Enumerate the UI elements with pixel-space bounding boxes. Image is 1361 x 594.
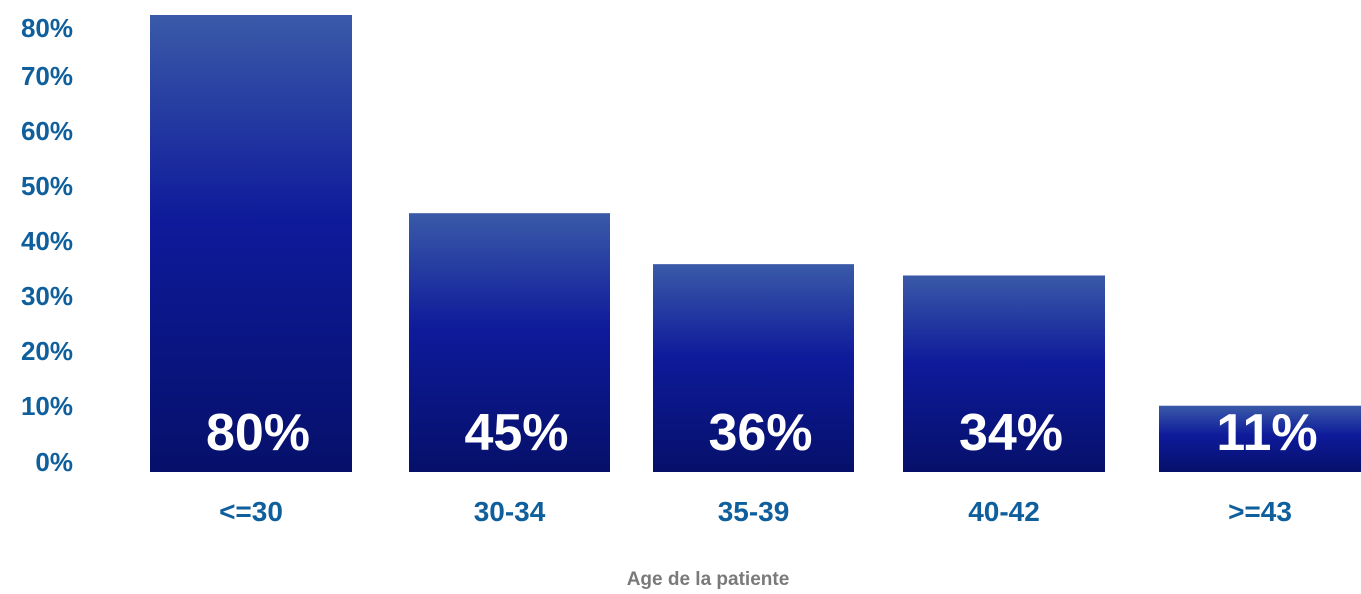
y-axis-ticks: 0% 10% 20% 30% 40% 50% 60% 70% 80% — [21, 13, 73, 477]
data-labels-group: 80% 45% 36% 34% 11% — [206, 404, 1318, 462]
x-tick-label: 40-42 — [968, 496, 1040, 527]
y-tick-label: 30% — [21, 281, 73, 311]
y-tick-label: 70% — [21, 61, 73, 91]
bar-data-label: 34% — [959, 404, 1063, 462]
x-tick-label: 30-34 — [474, 496, 546, 527]
bar — [903, 275, 1105, 472]
x-axis-ticks: <=30 30-34 35-39 40-42 >=43 — [219, 496, 1292, 527]
x-tick-label: >=43 — [1228, 496, 1292, 527]
y-tick-label: 60% — [21, 116, 73, 146]
bar-data-label: 45% — [464, 404, 568, 462]
bar — [150, 15, 352, 472]
bar — [653, 264, 854, 472]
bar — [1159, 405, 1361, 472]
x-tick-label: <=30 — [219, 496, 283, 527]
bars-group — [150, 15, 1361, 472]
y-tick-label: 10% — [21, 391, 73, 421]
y-tick-label: 40% — [21, 226, 73, 256]
y-tick-label: 80% — [21, 13, 73, 43]
bar-data-label: 36% — [708, 404, 812, 462]
y-tick-label: 50% — [21, 171, 73, 201]
x-tick-label: 35-39 — [718, 496, 790, 527]
bar-data-label: 11% — [1216, 404, 1317, 462]
bar-data-label: 80% — [206, 404, 310, 462]
x-axis-title: Age de la patiente — [627, 569, 790, 590]
bar — [409, 213, 610, 472]
y-tick-label: 20% — [21, 336, 73, 366]
y-tick-label: 0% — [35, 447, 73, 477]
